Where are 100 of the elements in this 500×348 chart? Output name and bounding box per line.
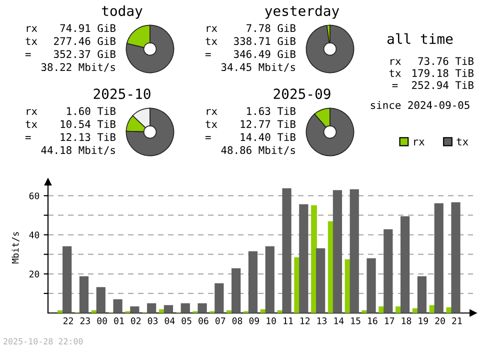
bar xyxy=(214,283,224,313)
text: 38.22 Mbit/s xyxy=(41,62,115,72)
y-tick-label: 60 xyxy=(29,192,40,200)
text: 1.63 TiB xyxy=(247,106,296,116)
text: 44.18 Mbit/s xyxy=(41,146,115,155)
text: all time xyxy=(387,33,453,44)
text: 74.91 GiB xyxy=(60,24,116,32)
text: rx xyxy=(206,109,218,115)
text: rx xyxy=(26,109,38,115)
bar xyxy=(451,202,460,313)
x-tick-label: 17 xyxy=(385,317,394,324)
text: = xyxy=(392,84,398,88)
text: 252.94 TiB xyxy=(412,80,474,90)
x-tick-label: 02 xyxy=(131,317,141,324)
x-tick-label: 20 xyxy=(435,317,445,324)
text: 338.71 GiB xyxy=(234,36,296,46)
text: 277.46 GiB xyxy=(54,36,116,46)
text: tx xyxy=(26,38,38,45)
chart-title: today xyxy=(102,5,142,19)
text: tx xyxy=(389,70,401,77)
text: rx xyxy=(26,26,38,32)
chart-title: 2025-09 xyxy=(274,88,330,100)
x-tick-label: 19 xyxy=(418,317,428,324)
text: 14.40 TiB xyxy=(240,132,296,142)
donut-slice xyxy=(126,108,174,156)
x-tick-label: 01 xyxy=(114,317,124,324)
x-tick-label: 16 xyxy=(368,317,378,324)
bar xyxy=(316,248,326,313)
donut-slice xyxy=(306,24,354,74)
bar xyxy=(366,258,376,313)
bar xyxy=(198,303,207,313)
bar xyxy=(299,204,308,313)
bar xyxy=(282,188,292,313)
text: 73.76 TiB xyxy=(418,56,474,66)
bar xyxy=(62,246,72,313)
bar xyxy=(79,276,89,313)
x-tick-label: 12 xyxy=(300,317,310,324)
bar xyxy=(91,310,98,313)
bar xyxy=(113,299,122,313)
text: tx xyxy=(206,38,218,45)
bar xyxy=(180,303,190,313)
bar xyxy=(350,189,359,313)
y-axis-title: Mbit/s xyxy=(12,232,20,264)
donut-slice xyxy=(126,24,174,74)
bar xyxy=(434,203,444,313)
x-tick-label: 06 xyxy=(198,317,208,324)
text: 12.13 TiB xyxy=(60,132,116,142)
bar xyxy=(164,305,174,313)
text: = xyxy=(25,136,31,140)
text: 346.49 GiB xyxy=(234,50,296,58)
bar xyxy=(332,190,342,313)
bar xyxy=(265,246,274,313)
bar xyxy=(362,310,368,313)
text: 2025-10-28 22:00 xyxy=(4,338,83,344)
text: 7.78 GiB xyxy=(246,24,296,32)
x-tick-label: 11 xyxy=(284,317,293,324)
text: 12.77 TiB xyxy=(240,120,296,128)
text: tx xyxy=(26,120,38,128)
x-tick-label: 14 xyxy=(334,317,344,324)
y-tick-label: 20 xyxy=(29,270,40,278)
bar xyxy=(400,216,410,313)
text: rx xyxy=(206,26,218,32)
x-tick-label: 13 xyxy=(317,317,327,324)
text: = xyxy=(205,53,211,56)
bar xyxy=(96,287,106,313)
x-tick-label: 23 xyxy=(80,317,90,324)
text: since 2024-09-05 xyxy=(370,100,470,110)
bar xyxy=(147,303,156,313)
x-tick-label: 08 xyxy=(232,317,242,324)
bar xyxy=(232,268,241,313)
chart-title: yesterday xyxy=(265,5,340,19)
text: 48.86 Mbit/s xyxy=(221,146,295,155)
text: 10.54 TiB xyxy=(60,120,116,128)
x-tick-label: 22 xyxy=(64,317,73,324)
x-tick-label: 15 xyxy=(351,317,360,324)
bar xyxy=(311,205,317,313)
x-tick-label: 21 xyxy=(452,317,462,324)
text: 1.60 TiB xyxy=(67,106,116,116)
bar xyxy=(417,276,427,313)
bar xyxy=(226,310,232,313)
y-tick-label: 40 xyxy=(29,232,40,238)
bar xyxy=(384,229,393,313)
text: = xyxy=(205,136,211,140)
text: tx xyxy=(206,120,218,128)
x-tick-label: 18 xyxy=(402,317,412,324)
x-tick-label: 09 xyxy=(249,317,259,324)
donut-slice xyxy=(306,108,354,156)
x-tick-label: 05 xyxy=(182,317,192,324)
x-tick-label: 00 xyxy=(97,317,107,324)
legend-label: tx xyxy=(456,138,468,146)
x-tick-label: 07 xyxy=(216,317,226,324)
text: rx xyxy=(390,59,401,65)
legend-label: rx xyxy=(414,140,424,146)
x-tick-label: 10 xyxy=(266,317,276,324)
text: 179.18 TiB xyxy=(412,68,474,78)
x-tick-label: 04 xyxy=(164,317,175,324)
x-tick-label: 03 xyxy=(148,317,158,324)
bar xyxy=(248,251,258,313)
text: 34.45 Mbit/s xyxy=(221,62,295,72)
bar xyxy=(58,310,64,313)
